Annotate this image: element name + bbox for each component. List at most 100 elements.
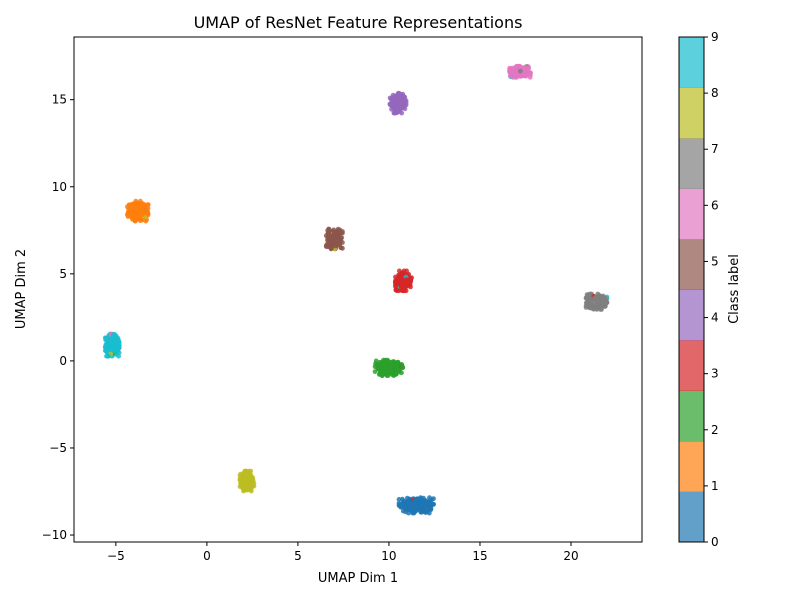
x-axis-ticks: −5 0 5 10 15 20: [107, 542, 579, 563]
scatter-point: [421, 502, 427, 508]
scatter-point: [508, 73, 513, 79]
scatter-point: [142, 206, 148, 212]
scatter-point: [241, 476, 247, 482]
colorbar-tick-label: 4: [711, 311, 719, 325]
scatter-point: [405, 498, 410, 504]
scatter-point: [125, 214, 131, 219]
y-tick-label: 15: [52, 93, 67, 107]
x-tick-label: 10: [381, 549, 396, 563]
scatter-point: [421, 507, 427, 513]
cluster-class-2: [372, 357, 406, 378]
scatter-point: [513, 71, 518, 77]
scatter-point: [586, 293, 592, 299]
scatter-point: [602, 295, 608, 301]
scatter-point: [583, 300, 589, 306]
x-tick-label: 15: [472, 549, 487, 563]
cluster-class-5: [323, 226, 345, 252]
scatter-point: [246, 482, 252, 487]
scatter-point: [402, 97, 407, 103]
colorbar-tick-label: 8: [711, 86, 719, 100]
y-axis-ticks: −10 −5 0 5 10 15: [42, 93, 74, 542]
colorbar: 0 1 2 3 4 5 6 7 8 9: [678, 30, 719, 549]
scatter-point: [373, 358, 379, 364]
scatter-point: [242, 468, 248, 474]
scatter-point: [104, 335, 109, 341]
y-tick-label: 0: [59, 354, 67, 368]
scatter-point: [508, 69, 514, 75]
colorbar-segment: [679, 390, 704, 442]
scatter-point: [375, 362, 380, 367]
scatter-point: [335, 233, 341, 238]
scatter-point: [594, 305, 599, 311]
scatter-points: [102, 63, 610, 516]
scatter-point: [518, 68, 523, 74]
scatter-point: [395, 360, 401, 365]
scatter-point: [112, 341, 118, 347]
scatter-point: [525, 68, 531, 73]
scatter-point: [401, 288, 407, 294]
scatter-point: [328, 234, 334, 240]
colorbar-tick-label: 0: [711, 535, 719, 549]
scatter-point: [403, 277, 409, 283]
plot-frame: [73, 36, 643, 543]
x-tick-label: 5: [294, 549, 302, 563]
colorbar-segment: [679, 37, 704, 88]
scatter-point: [399, 282, 405, 287]
colorbar-segment: [679, 87, 704, 139]
scatter-point: [385, 364, 391, 370]
scatter-point: [245, 472, 251, 477]
scatter-point: [114, 337, 119, 343]
scatter-point: [383, 357, 388, 363]
cluster-class-3: [393, 268, 414, 294]
scatter-point: [387, 359, 393, 365]
scatter-point: [588, 298, 594, 304]
colorbar-segment: [679, 441, 704, 492]
cluster-class-1: [125, 198, 151, 224]
scatter-point: [411, 502, 416, 507]
scatter-point: [382, 362, 388, 367]
scatter-point: [106, 353, 111, 359]
scatter-point: [137, 216, 142, 221]
colorbar-tick-label: 6: [711, 198, 719, 212]
scatter-point: [525, 71, 531, 77]
scatter-point: [393, 281, 398, 286]
colorbar-segment: [679, 239, 704, 290]
x-tick-label: −5: [107, 549, 125, 563]
colorbar-segment: [679, 289, 704, 341]
scatter-point: [340, 229, 345, 234]
scatter-point: [393, 369, 398, 375]
scatter-point: [108, 340, 114, 346]
scatter-point: [397, 102, 403, 107]
scatter-point: [140, 211, 146, 217]
colorbar-tick-label: 1: [711, 479, 719, 493]
colorbar-tick-label: 7: [711, 142, 719, 156]
scatter-point: [133, 209, 139, 215]
x-tick-label: 0: [203, 549, 211, 563]
scatter-point: [246, 485, 252, 491]
colorbar-tick-label: 9: [711, 30, 719, 44]
cluster-class-0: [396, 495, 436, 516]
scatter-point: [331, 227, 337, 233]
scatter-point: [393, 108, 399, 114]
scatter-point: [595, 294, 601, 300]
scatter-point: [111, 332, 116, 338]
scatter-point: [130, 203, 136, 209]
scatter-point: [372, 369, 378, 374]
cluster-class-6: [507, 63, 533, 80]
y-tick-label: −5: [49, 441, 67, 455]
scatter-point: [396, 497, 402, 502]
colorbar-frame: [678, 36, 705, 543]
scatter-point: [326, 231, 331, 236]
x-tick-label: 20: [563, 549, 578, 563]
scatter-point: [338, 245, 344, 251]
cluster-class-4: [387, 90, 409, 116]
cluster-class-7: [583, 291, 610, 312]
colorbar-tick-label: 3: [711, 367, 719, 381]
scatter-point: [390, 362, 396, 368]
scatter-point: [393, 100, 398, 106]
scatter-point: [113, 346, 118, 352]
colorbar-segment: [679, 340, 704, 391]
scatter-point: [116, 353, 121, 359]
scatter-point: [595, 299, 601, 304]
